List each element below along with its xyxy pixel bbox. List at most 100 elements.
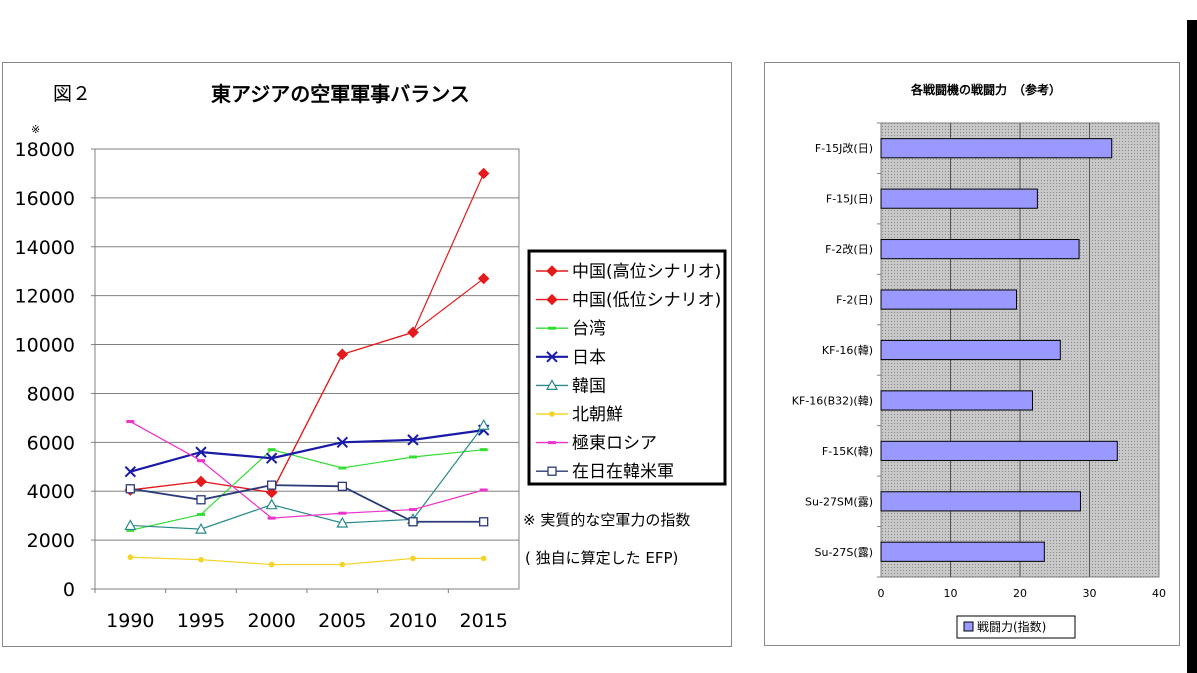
legend-marker (549, 411, 555, 417)
legend-label: 中国(高位シナリオ) (572, 262, 721, 282)
data-point (194, 522, 208, 534)
data-point (338, 466, 347, 470)
series-line (130, 421, 484, 519)
data-point (197, 512, 205, 516)
gridlines (91, 148, 519, 593)
series-line (130, 449, 484, 531)
y-tick-label: 10000 (15, 335, 75, 357)
legend-marker (546, 265, 558, 277)
legend-marker (546, 351, 558, 363)
data-point (480, 555, 487, 562)
series-line (130, 278, 485, 494)
data-point (124, 519, 137, 531)
data-point (336, 436, 349, 449)
legend-marker (548, 441, 556, 445)
legend-marker (545, 379, 559, 390)
data-point (337, 481, 347, 491)
legend-label: 中国(低位シナリオ) (572, 291, 721, 311)
legend-entry: 台湾 (536, 319, 606, 339)
legend-label: 日本 (572, 348, 606, 368)
series-中国(低位シナリオ) (124, 272, 490, 499)
data-point (408, 517, 418, 527)
data-point (127, 554, 134, 561)
x-tick-label: 2010 (389, 610, 437, 632)
bar (880, 339, 1061, 361)
x-tick-label: 1990 (106, 610, 154, 632)
x-tick-label: 2015 (459, 610, 507, 632)
bar-category-labels: F-15J改(日) F-15J(日) F-2改(日) F-2(日) KF-16(韓) KF… (792, 141, 873, 559)
bar (880, 138, 1113, 159)
legend-entry: 中国(高位シナリオ) (536, 262, 721, 282)
bar (880, 491, 1081, 512)
bar (880, 188, 1038, 209)
data-point (407, 434, 419, 446)
bar (880, 390, 1034, 411)
legend-marker (548, 326, 556, 330)
figure-label: 図２ (53, 83, 91, 105)
legend-entry: 韓国 (536, 376, 606, 396)
data-point (477, 272, 490, 285)
legend-label: 韓国 (572, 376, 606, 396)
window-edge-bar (1187, 20, 1197, 673)
data-point (265, 452, 278, 464)
series-line (130, 484, 484, 523)
data-point (124, 465, 137, 478)
bar-x-tick-label: 20 (1013, 587, 1027, 600)
x-tick-label: 2000 (247, 610, 295, 632)
bar-x-tick-labels: 0 10 20 30 40 (878, 587, 1167, 600)
data-point (410, 555, 416, 562)
line-chart: 図２ 東アジアの空軍軍事バランス ※ 0 2000 4000 6000 8000 1000… (15, 82, 727, 632)
data-point (195, 446, 207, 458)
bar-x-tick-label: 0 (878, 587, 885, 600)
chart-title: 東アジアの空軍軍事バランス (211, 82, 470, 106)
data-point (267, 516, 276, 520)
bar (880, 440, 1118, 461)
bar-legend-box (956, 615, 1076, 639)
bar-category-label: Su-27S(露) (815, 546, 874, 559)
series-日本 (124, 424, 490, 478)
bar-x-tick-label: 30 (1083, 587, 1097, 600)
data-point (409, 455, 417, 459)
bar-category-label: KF-16(韓) (822, 344, 873, 357)
data-point (126, 420, 135, 424)
legend-entry: 在日在韓米軍 (536, 462, 674, 482)
legend-entry: 日本 (536, 348, 606, 368)
legend-entry: 北朝鮮 (536, 405, 623, 425)
bar-chart: 各戦闘機の戦闘力 （参考） F-15J改(日)F-15J(日)F-2改(日)F-… (792, 82, 1167, 639)
data-point (265, 498, 278, 510)
bar-chart-title: 各戦闘機の戦闘力 （参考） (910, 82, 1061, 97)
bar (880, 289, 1018, 310)
y-axis-note: ※ (31, 123, 40, 136)
plot-area (94, 148, 520, 590)
series-lines (124, 167, 490, 568)
legend-box (527, 249, 727, 486)
data-point (126, 528, 135, 532)
legend-marker (547, 466, 557, 476)
legend-entry: 極東ロシア (536, 434, 657, 454)
legend-label: 台湾 (572, 319, 606, 339)
bar-category-label: Su-27SM(露) (805, 495, 873, 508)
x-tick-label: 1995 (177, 610, 225, 632)
bar-category-label: F-2改(日) (825, 242, 873, 256)
bar-category-label: F-15J改(日) (815, 141, 873, 155)
series-極東ロシア (126, 420, 488, 520)
data-point (479, 448, 488, 452)
bar-x-tick-label: 40 (1152, 587, 1166, 600)
y-tick-label: 14000 (15, 237, 75, 259)
legend-label: 極東ロシア (572, 434, 657, 454)
data-point (338, 511, 347, 515)
data-point (477, 418, 490, 430)
series-北朝鮮 (127, 554, 487, 568)
data-point (268, 561, 275, 568)
data-point (197, 459, 205, 463)
line-chart-panel: 図２ 東アジアの空軍軍事バランス ※ 0 2000 4000 6000 8000 1000… (2, 62, 732, 647)
data-point (336, 516, 349, 528)
y-tick-labels: 0 2000 4000 6000 8000 10000 12000 14000 16000 180… (15, 139, 75, 601)
data-point (479, 488, 488, 492)
bars (880, 138, 1118, 562)
footnote-efp-index: ※ 実質的な空軍力の指数 (523, 511, 690, 529)
y-tick-label: 2000 (27, 530, 75, 552)
bar-legend: 戦闘力(指数) (956, 615, 1076, 639)
data-point (267, 480, 277, 490)
bar-category-label: F-2(日) (836, 294, 873, 307)
